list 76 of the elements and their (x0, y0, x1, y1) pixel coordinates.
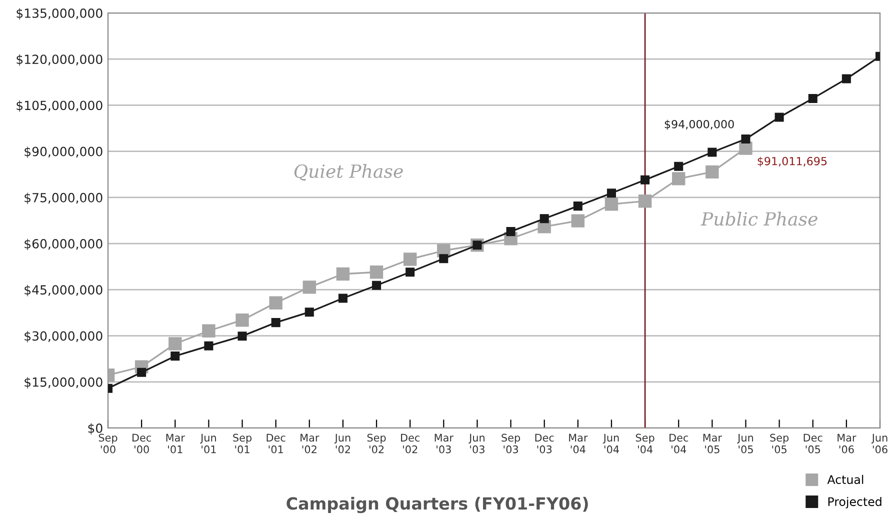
x-tick-label: Sep '03 (502, 434, 520, 454)
point (204, 341, 214, 350)
x-tick-label: Sep '04 (636, 434, 654, 454)
point (672, 172, 686, 186)
point (739, 142, 752, 155)
point (741, 134, 750, 144)
point (302, 280, 316, 294)
y-tick-label: $0 (88, 423, 102, 435)
point (168, 337, 182, 350)
point (238, 332, 247, 341)
x-tick-label: Mar '04 (569, 434, 588, 454)
point (269, 296, 282, 310)
legend-label: Actual (827, 474, 864, 484)
point (808, 94, 818, 103)
point (674, 162, 684, 171)
point (170, 352, 180, 361)
point (406, 268, 415, 277)
y-tick-label: $30,000,000 (24, 331, 102, 342)
x-tick-label: Dec '05 (804, 434, 822, 454)
y-tick-label: $45,000,000 (24, 284, 102, 296)
point (842, 74, 851, 84)
x-tick-label: Sep '05 (770, 434, 789, 454)
x-tick-label: Jun '06 (871, 434, 888, 454)
point (571, 214, 585, 228)
annotation: Public Phase (700, 212, 818, 226)
point (202, 324, 216, 338)
point (336, 267, 350, 281)
y-tick-label: $135,000,000 (16, 8, 102, 20)
point (271, 318, 280, 328)
point (338, 294, 348, 303)
point (304, 308, 314, 317)
y-tick-label: $105,000,000 (16, 100, 102, 112)
x-tick-label: Jun '02 (334, 434, 350, 454)
y-tick-label: $90,000,000 (24, 146, 102, 158)
legend-label: Projected (828, 496, 882, 508)
x-tick-label: Jun '03 (468, 434, 484, 454)
y-tick-label: $120,000,000 (16, 54, 102, 66)
point (236, 314, 249, 327)
x-tick-label: Mar '03 (434, 434, 454, 454)
x-tick-label: Dec '02 (401, 434, 420, 454)
x-tick-label: Dec '03 (535, 434, 554, 454)
x-tick-label: Sep '02 (367, 434, 386, 454)
point (638, 194, 652, 208)
x-tick-label: Jun '01 (200, 434, 216, 454)
x-tick-label: Dec '04 (670, 434, 688, 454)
x-tick-label: Dec '00 (132, 434, 151, 454)
point (137, 368, 146, 377)
x-tick-label: Mar '01 (166, 434, 185, 454)
x-tick-label: Mar '02 (300, 434, 320, 454)
point (573, 202, 582, 211)
point (640, 175, 650, 184)
x-tick-label: Sep '00 (98, 434, 118, 454)
point (540, 214, 549, 224)
point (606, 188, 616, 198)
x-tick-label: Mar '05 (703, 434, 722, 454)
data-label: $94,000,000 (664, 120, 734, 130)
point (439, 254, 448, 264)
x-tick-label: Jun '05 (737, 434, 753, 454)
point (774, 112, 784, 122)
point (403, 252, 417, 266)
point (604, 198, 618, 211)
point (706, 165, 719, 179)
point (506, 227, 516, 236)
x-tick-label: Jun '04 (602, 434, 619, 454)
x-tick-label: Sep '01 (233, 434, 252, 454)
x-tick-label: Mar '06 (838, 434, 856, 454)
point (708, 148, 717, 157)
y-tick-label: $15,000,000 (24, 377, 102, 388)
x-tick-label: Dec '01 (266, 434, 286, 454)
point (372, 280, 382, 290)
annotation: Quiet Phase (294, 164, 403, 181)
y-tick-label: $60,000,000 (24, 238, 102, 250)
x-axis-title: Campaign Quarters (FY01-FY06) (286, 496, 588, 514)
data-label: $91,011,695 (758, 156, 827, 167)
point (370, 266, 384, 279)
y-tick-label: $75,000,000 (24, 192, 102, 204)
